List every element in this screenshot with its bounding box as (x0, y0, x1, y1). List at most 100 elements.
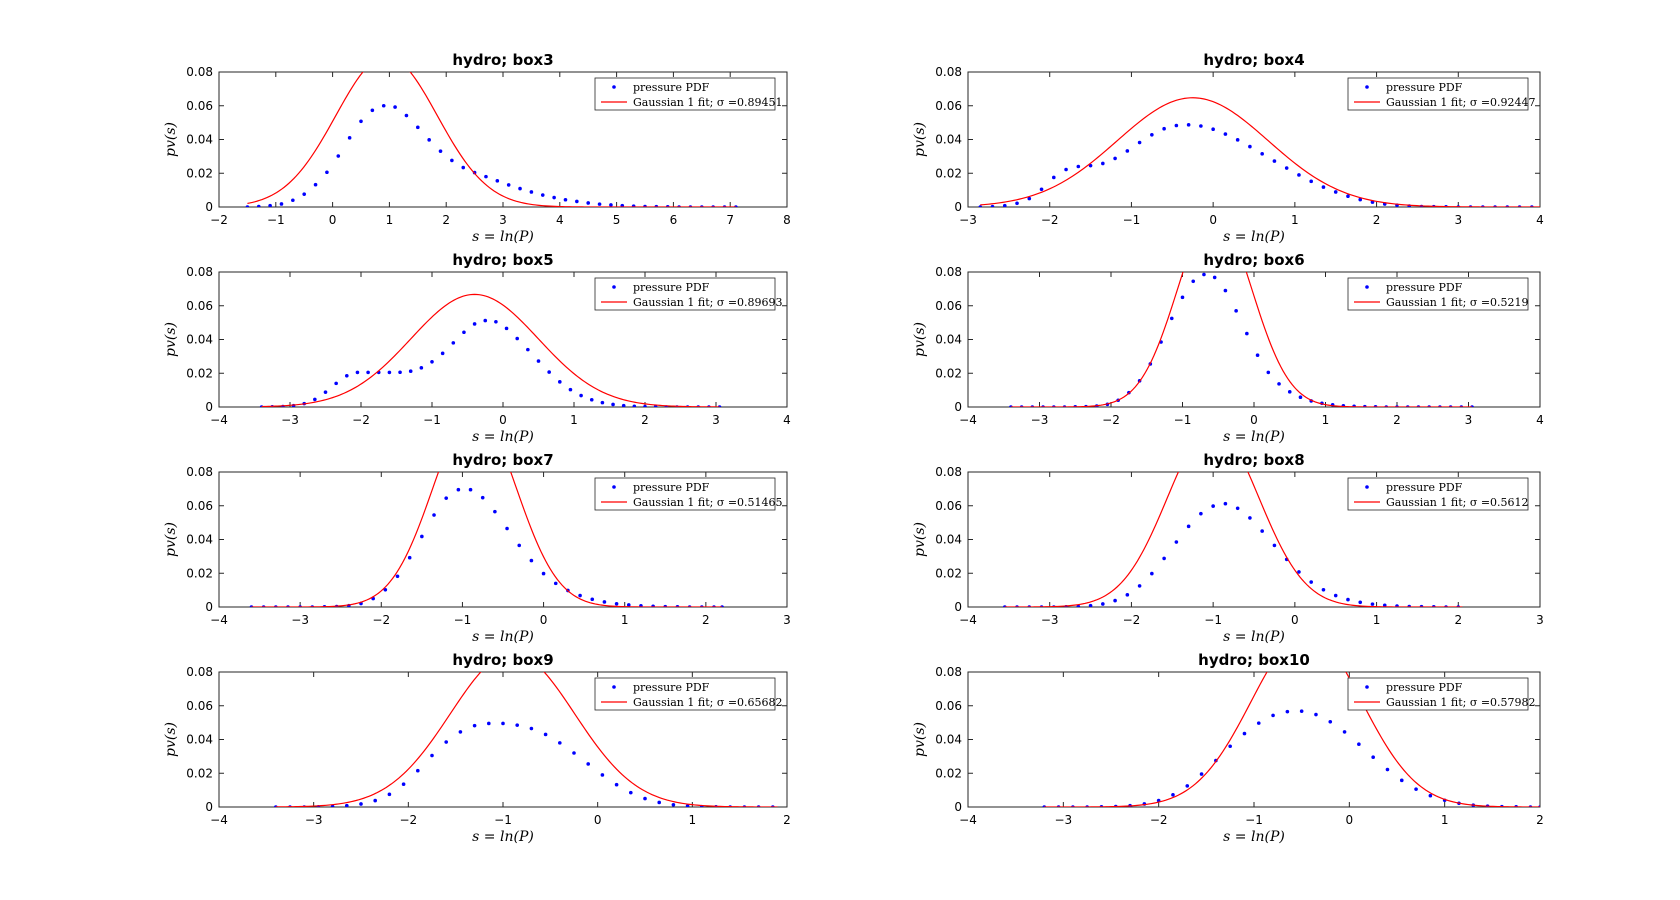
y-axis-label: pv(s) (912, 322, 928, 357)
data-point (440, 351, 445, 356)
data-point (430, 753, 434, 758)
data-point (494, 319, 498, 324)
y-tick-label: 0.08 (186, 465, 213, 479)
legend-label: pressure PDF (633, 81, 710, 94)
data-point (529, 558, 534, 563)
data-point (1248, 516, 1252, 520)
x-tick-label: 3 (712, 413, 720, 427)
data-point (325, 170, 329, 175)
data-point (416, 768, 420, 773)
x-axis-label: s = ln(P) (1223, 429, 1285, 445)
data-point (313, 397, 317, 402)
data-point (1297, 173, 1301, 177)
y-tick-label: 0.04 (935, 133, 962, 147)
x-tick-label: 2 (442, 213, 450, 227)
data-point (536, 359, 541, 363)
x-tick-label: 2 (1454, 613, 1462, 627)
x-tick-label: 3 (1454, 213, 1462, 227)
fit-curve (1004, 472, 1463, 607)
x-tick-label: −3 (305, 813, 323, 827)
y-tick-label: 0 (205, 400, 213, 414)
data-point (1357, 742, 1361, 747)
y-axis-label: pv(s) (912, 522, 928, 557)
data-point (1169, 316, 1174, 321)
legend-dot-swatch (1365, 285, 1369, 289)
data-point (345, 373, 349, 378)
data-point (1358, 197, 1363, 202)
data-point (1199, 772, 1204, 776)
y-tick-label: 0 (205, 200, 213, 214)
x-tick-label: 8 (783, 213, 791, 227)
legend-label: Gaussian 1 fit; σ =0.92447 (1386, 96, 1536, 109)
data-point (614, 782, 619, 787)
subplot-5: hydro; box7 −4 −3 −2 −1 0 1 2 3 0 0.02 0.04 0.06 0.08… (163, 451, 791, 645)
x-tick-label: −3 (291, 613, 309, 627)
data-point (345, 803, 349, 807)
x-tick-label: −1 (267, 213, 285, 227)
legend: pressure PDF Gaussian 1 fit; σ =0.89693 (594, 277, 783, 311)
data-point (597, 202, 602, 206)
data-point (1052, 175, 1056, 180)
y-tick-label: 0.08 (186, 65, 213, 79)
data-point (1284, 166, 1289, 170)
fit-curve (1044, 672, 1540, 807)
y-axis-label: pv(s) (912, 722, 928, 757)
y-axis-label: pv(s) (163, 522, 179, 557)
data-point (517, 543, 522, 548)
x-tick-label: −2 (1123, 613, 1141, 627)
x-tick-label: 0 (540, 613, 548, 627)
data-point (1248, 144, 1252, 149)
data-point (540, 193, 545, 197)
legend-dot-swatch (612, 685, 616, 689)
data-point (1186, 524, 1191, 529)
x-tick-label: 4 (556, 213, 564, 227)
data-point (1309, 179, 1313, 184)
data-point (1245, 331, 1249, 336)
y-tick-label: 0.08 (935, 665, 962, 679)
data-point (1321, 185, 1326, 189)
y-tick-label: 0.04 (935, 333, 962, 347)
x-tick-label: −3 (1054, 813, 1072, 827)
data-point (1064, 167, 1068, 172)
data-point (1113, 156, 1117, 161)
legend-label: pressure PDF (1386, 281, 1463, 294)
data-point (1346, 597, 1350, 602)
data-point (990, 204, 995, 207)
data-point (1027, 196, 1032, 201)
x-tick-label: 3 (1465, 413, 1473, 427)
subplot-1: hydro; box3 −2 −1 0 1 2 3 4 5 6 7 8 0 0.02 0.04 0.06 0.0… (163, 51, 791, 245)
data-points (245, 103, 738, 207)
x-tick-label: 2 (1393, 413, 1401, 427)
data-point (313, 182, 318, 187)
y-tick-label: 0.04 (186, 133, 213, 147)
data-point (685, 804, 690, 807)
data-point (1223, 501, 1228, 506)
data-point (586, 201, 590, 205)
data-point (609, 203, 613, 207)
x-tick-label: 2 (1373, 213, 1381, 227)
legend-dot-swatch (1365, 85, 1369, 89)
data-point (268, 203, 272, 207)
data-point (419, 366, 424, 370)
x-tick-label: 1 (570, 413, 578, 427)
data-point (462, 330, 466, 335)
x-axis-label: s = ln(P) (1223, 829, 1285, 845)
data-point (586, 762, 590, 766)
data-point (370, 108, 375, 113)
data-point (1125, 593, 1130, 597)
data-point (978, 205, 983, 207)
x-axis-label: s = ln(P) (472, 829, 534, 845)
subplot-3: hydro; box5 −4 −3 −2 −1 0 1 2 3 4 0 0.02 0.04 0.06 0.0… (163, 251, 791, 445)
data-point (1191, 279, 1196, 284)
legend-box (1347, 277, 1529, 311)
fit-curve (275, 672, 778, 807)
data-point (359, 119, 363, 124)
data-point (1171, 793, 1175, 797)
data-point (1186, 123, 1191, 127)
chart-title: hydro; box7 (452, 451, 553, 469)
data-point (1211, 504, 1215, 508)
legend-dot-swatch (612, 85, 616, 89)
y-tick-label: 0.08 (186, 665, 213, 679)
data-point (1272, 543, 1277, 548)
y-tick-label: 0.06 (186, 99, 213, 113)
